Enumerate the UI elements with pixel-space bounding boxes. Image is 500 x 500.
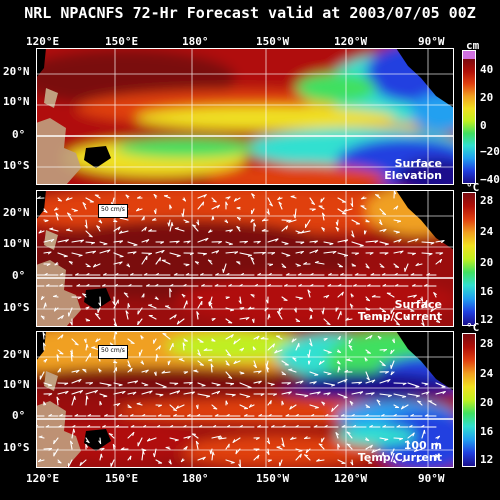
colorbar-tick: 28 [480,194,494,207]
temp-current-100m-map [36,331,454,468]
colorbar-tick: 28 [480,337,494,350]
colorbar-tick: 12 [480,453,494,466]
colorbar-surface-temp [462,192,476,326]
lat-label-p3-10s: 10°S [3,441,30,454]
panel-label-line1: Surface [394,157,442,170]
lat-label-p1-10s: 10°S [3,159,30,172]
colorbar-tick: 0 [480,119,487,132]
lon-label-top-120w: 120°W [334,35,368,48]
panel-label-line2: Temp/Current [357,451,442,464]
lon-label-bottom-120w: 120°W [334,472,368,485]
colorbar-100m-temp [462,333,476,467]
colorbar-tick: 16 [480,425,494,438]
lon-label-bottom-180: 180° [182,472,209,485]
lat-label-p3-20n: 20°N [3,348,30,361]
colorbar-unit-p1: cm [466,39,480,52]
panel-label-line1: Surface [394,298,442,311]
panel-label-surface-temp-current: Surface Temp/Current [358,299,442,323]
colorbar-tick: 20 [480,256,494,269]
lon-label-top-150e: 150°E [105,35,139,48]
colorbar-unit-p2: °C [466,181,480,194]
lon-label-bottom-90w: 90°W [418,472,445,485]
lat-label-p2-10n: 10°N [3,237,30,250]
panel-label-100m-temp-current: 100 m Temp/Current [358,440,442,464]
lat-label-p1-10n: 10°N [3,95,30,108]
lon-label-top-90w: 90°W [418,35,445,48]
colorbar-elevation [462,50,476,184]
lon-label-bottom-120e: 120°E [26,472,60,485]
panel-label-line1: 100 m [403,439,442,452]
colorbar-tick: 16 [480,285,494,298]
lon-label-top-120e: 120°E [26,35,60,48]
lat-label-p2-10s: 10°S [3,301,30,314]
lat-label-p3-0: 0° [12,409,26,422]
current-scale-label: 50 cm/s [101,347,125,354]
lon-label-bottom-150e: 150°E [105,472,139,485]
colorbar-tick: 24 [480,367,494,380]
panel-label-surface-elevation: Surface Elevation [384,158,442,182]
colorbar-tick: 20 [480,396,494,409]
page-title: NRL NPACNFS 72-Hr Forecast valid at 2003… [24,4,476,22]
panel-label-line2: Elevation [384,169,442,182]
lat-label-p2-20n: 20°N [3,206,30,219]
lat-label-p3-10n: 10°N [3,378,30,391]
colorbar-tick: 40 [480,63,494,76]
lat-label-p2-0: 0° [12,269,26,282]
lon-label-bottom-150w: 150°W [256,472,290,485]
colorbar-tick: 24 [480,225,494,238]
lon-label-top-180: 180° [182,35,209,48]
colorbar-tick: −20 [480,145,500,158]
colorbar-tick: −40 [480,173,500,186]
current-scale-box-p2: 50 cm/s [98,204,128,218]
current-scale-label: 50 cm/s [101,206,125,213]
lat-label-p1-20n: 20°N [3,65,30,78]
current-scale-box-p3: 50 cm/s [98,345,128,359]
colorbar-unit-p3: °C [466,321,480,334]
lat-label-p1-0: 0° [12,128,26,141]
surface-elevation-map [36,48,454,185]
lon-label-top-150w: 150°W [256,35,290,48]
panel-label-line2: Temp/Current [357,310,442,323]
colorbar-tick: 12 [480,313,494,326]
colorbar-tick: 20 [480,91,494,104]
